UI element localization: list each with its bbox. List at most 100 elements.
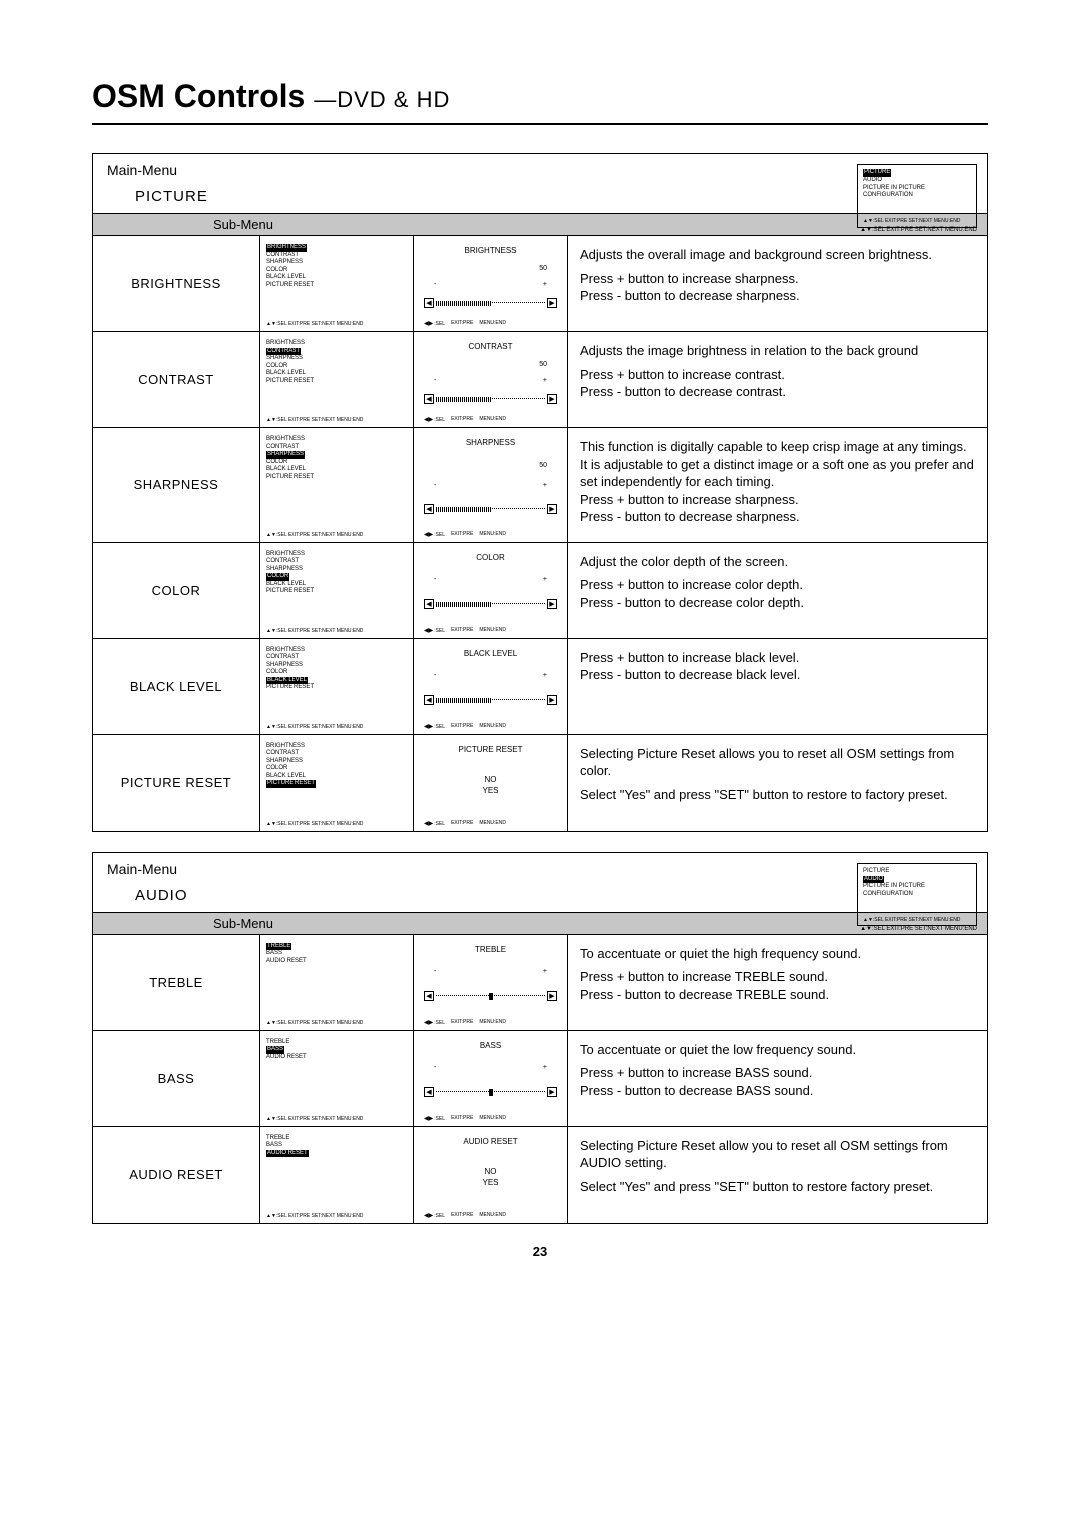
submenu-footer-note: ▲▼:SEL EXIT:PRE SET:NEXT MENU:END	[860, 926, 977, 932]
section-block: Main-MenuPICTUREPICTUREAUDIOPICTURE IN P…	[92, 153, 988, 832]
setting-description: To accentuate or quiet the high frequenc…	[567, 935, 987, 1030]
slider: ◀▶	[424, 695, 557, 705]
minilist-footer: ▲▼:SEL EXIT:PRE SET:NEXT MENU:END	[266, 1020, 407, 1026]
submenu-minilist: BRIGHTNESSCONTRASTSHARPNESSCOLORBLACK LE…	[266, 436, 407, 481]
yes-no-options: NOYES	[424, 774, 557, 796]
setting-row: SHARPNESSBRIGHTNESSCONTRASTSHARPNESSCOLO…	[93, 428, 987, 543]
setting-control: TREBLE-+◀▶:SELEXIT:PREMENU:END	[413, 935, 567, 1030]
setting-control: BRIGHTNESS50-+◀▶:SELEXIT:PREMENU:END	[413, 236, 567, 331]
submenu-footer-note: ▲▼:SEL EXIT:PRE SET:NEXT MENU:END	[860, 227, 977, 233]
setting-description: Adjusts the image brightness in relation…	[567, 332, 987, 427]
slider: ◀▶	[424, 599, 557, 609]
submenu-minilist: TREBLEBASSAUDIO RESET	[266, 1039, 407, 1062]
setting-name: COLOR	[93, 543, 259, 638]
submenu-minilist: BRIGHTNESSCONTRASTSHARPNESSCOLORBLACK LE…	[266, 340, 407, 385]
setting-row: BLACK LEVELBRIGHTNESSCONTRASTSHARPNESSCO…	[93, 639, 987, 735]
submenu-minilist: TREBLEBASSAUDIO RESET	[266, 1135, 407, 1158]
setting-control: BLACK LEVEL-+◀▶:SELEXIT:PREMENU:END	[413, 639, 567, 734]
control-footer: :SELEXIT:PREMENU:END	[424, 320, 557, 327]
setting-name: BLACK LEVEL	[93, 639, 259, 734]
main-menu-label: Main-Menu	[107, 861, 403, 877]
setting-description: Press + button to increase black level.P…	[567, 639, 987, 734]
setting-minilist: TREBLEBASSAUDIO RESET ▲▼:SEL EXIT:PRE SET…	[259, 1127, 413, 1223]
setting-row: AUDIO RESET TREBLEBASSAUDIO RESET ▲▼:SEL E…	[93, 1127, 987, 1223]
slider: ◀▶	[424, 394, 557, 404]
setting-name: SHARPNESS	[93, 428, 259, 542]
setting-name: PICTURE RESET	[93, 735, 259, 831]
setting-description: Selecting Picture Reset allows you to re…	[567, 735, 987, 831]
title-sub: —DVD & HD	[314, 87, 450, 112]
setting-control: BASS-+◀▶:SELEXIT:PREMENU:END	[413, 1031, 567, 1126]
minilist-footer: ▲▼:SEL EXIT:PRE SET:NEXT MENU:END	[266, 321, 407, 327]
main-menu-row: Main-MenuPICTUREPICTUREAUDIOPICTURE IN P…	[93, 154, 987, 214]
setting-minilist: BRIGHTNESSCONTRASTSHARPNESSCOLORBLACK LE…	[259, 639, 413, 734]
setting-row: BASS TREBLEBASSAUDIO RESET ▲▼:SEL EXIT:PRE…	[93, 1031, 987, 1127]
submenu-minilist: TREBLEBASSAUDIO RESET	[266, 943, 407, 966]
main-menu-name: AUDIO	[135, 887, 403, 904]
submenu-bar: Sub-Menu ▲▼:SEL EXIT:PRE SET:NEXT MENU:EN…	[93, 214, 987, 236]
minilist-footer: ▲▼:SEL EXIT:PRE SET:NEXT MENU:END	[266, 724, 407, 730]
control-footer: :SELEXIT:PREMENU:END	[424, 1115, 557, 1122]
submenu-label: Sub-Menu	[93, 913, 413, 934]
control-footer: :SELEXIT:PREMENU:END	[424, 1019, 557, 1026]
setting-description: Adjusts the overall image and background…	[567, 236, 987, 331]
minilist-footer: ▲▼:SEL EXIT:PRE SET:NEXT MENU:END	[266, 628, 407, 634]
section-block: Main-MenuAUDIOPICTUREAUDIOPICTURE IN PIC…	[92, 852, 988, 1224]
title-main: OSM Controls	[92, 78, 305, 114]
setting-description: Adjust the color depth of the screen.Pre…	[567, 543, 987, 638]
yes-no-options: NOYES	[424, 1166, 557, 1188]
control-title: BLACK LEVEL	[424, 649, 557, 658]
page-number: 23	[92, 1244, 988, 1259]
setting-control: COLOR-+◀▶:SELEXIT:PREMENU:END	[413, 543, 567, 638]
submenu-bar: Sub-Menu ▲▼:SEL EXIT:PRE SET:NEXT MENU:EN…	[93, 913, 987, 935]
submenu-minilist: BRIGHTNESSCONTRASTSHARPNESSCOLORBLACK LE…	[266, 647, 407, 692]
minilist-footer: ▲▼:SEL EXIT:PRE SET:NEXT MENU:END	[266, 417, 407, 423]
control-title: TREBLE	[424, 945, 557, 954]
setting-name: BASS	[93, 1031, 259, 1126]
minilist-footer: ▲▼:SEL EXIT:PRE SET:NEXT MENU:END	[266, 1116, 407, 1122]
setting-name: AUDIO RESET	[93, 1127, 259, 1223]
setting-minilist: BRIGHTNESSCONTRASTSHARPNESSCOLORBLACK LE…	[259, 735, 413, 831]
setting-row: BRIGHTNESSBRIGHTNESSCONTRASTSHARPNESSCOL…	[93, 236, 987, 332]
slider: ◀▶	[424, 991, 557, 1001]
setting-minilist: BRIGHTNESSCONTRASTSHARPNESSCOLORBLACK LE…	[259, 428, 413, 542]
setting-minilist: BRIGHTNESSCONTRASTSHARPNESSCOLORBLACK LE…	[259, 236, 413, 331]
control-footer: :SELEXIT:PREMENU:END	[424, 416, 557, 423]
main-menu-name: PICTURE	[135, 188, 403, 205]
control-title: PICTURE RESET	[424, 745, 557, 754]
minilist-footer: ▲▼:SEL EXIT:PRE SET:NEXT MENU:END	[266, 821, 407, 827]
minilist-footer: ▲▼:SEL EXIT:PRE SET:NEXT MENU:END	[266, 532, 407, 538]
setting-control: SHARPNESS50-+◀▶:SELEXIT:PREMENU:END	[413, 428, 567, 542]
submenu-minilist: BRIGHTNESSCONTRASTSHARPNESSCOLORBLACK LE…	[266, 551, 407, 596]
setting-control: AUDIO RESETNOYES:SELEXIT:PREMENU:END	[413, 1127, 567, 1223]
main-menu-row: Main-MenuAUDIOPICTUREAUDIOPICTURE IN PIC…	[93, 853, 987, 913]
setting-minilist: BRIGHTNESSCONTRASTSHARPNESSCOLORBLACK LE…	[259, 543, 413, 638]
control-footer: :SELEXIT:PREMENU:END	[424, 820, 557, 827]
setting-row: PICTURE RESETBRIGHTNESSCONTRASTSHARPNESS…	[93, 735, 987, 831]
control-title: CONTRAST	[424, 342, 557, 351]
setting-control: CONTRAST50-+◀▶:SELEXIT:PREMENU:END	[413, 332, 567, 427]
control-footer: :SELEXIT:PREMENU:END	[424, 627, 557, 634]
slider: ◀▶	[424, 504, 557, 514]
title-rule	[92, 123, 988, 125]
submenu-label: Sub-Menu	[93, 214, 413, 235]
setting-name: CONTRAST	[93, 332, 259, 427]
page-title: OSM Controls —DVD & HD	[92, 78, 988, 115]
setting-name: BRIGHTNESS	[93, 236, 259, 331]
submenu-minilist: BRIGHTNESSCONTRASTSHARPNESSCOLORBLACK LE…	[266, 244, 407, 289]
main-menu-label: Main-Menu	[107, 162, 403, 178]
minilist-footer: ▲▼:SEL EXIT:PRE SET:NEXT MENU:END	[266, 1213, 407, 1219]
control-footer: :SELEXIT:PREMENU:END	[424, 1212, 557, 1219]
control-title: BRIGHTNESS	[424, 246, 557, 255]
control-footer: :SELEXIT:PREMENU:END	[424, 531, 557, 538]
setting-row: COLORBRIGHTNESSCONTRASTSHARPNESSCOLORBLA…	[93, 543, 987, 639]
submenu-minilist: BRIGHTNESSCONTRASTSHARPNESSCOLORBLACK LE…	[266, 743, 407, 788]
setting-minilist: BRIGHTNESSCONTRASTSHARPNESSCOLORBLACK LE…	[259, 332, 413, 427]
setting-control: PICTURE RESET NOYES :SELEXIT:PREMENU:END	[413, 735, 567, 831]
setting-description: This function is digitally capable to ke…	[567, 428, 987, 542]
control-footer: :SELEXIT:PREMENU:END	[424, 723, 557, 730]
setting-row: CONTRASTBRIGHTNESSCONTRASTSHARPNESSCOLOR…	[93, 332, 987, 428]
control-title: SHARPNESS	[424, 438, 557, 447]
setting-row: TREBLE TREBLEBASSAUDIO RESET ▲▼:SEL EXIT:P…	[93, 935, 987, 1031]
setting-minilist: TREBLEBASSAUDIO RESET ▲▼:SEL EXIT:PRE SET…	[259, 1031, 413, 1126]
